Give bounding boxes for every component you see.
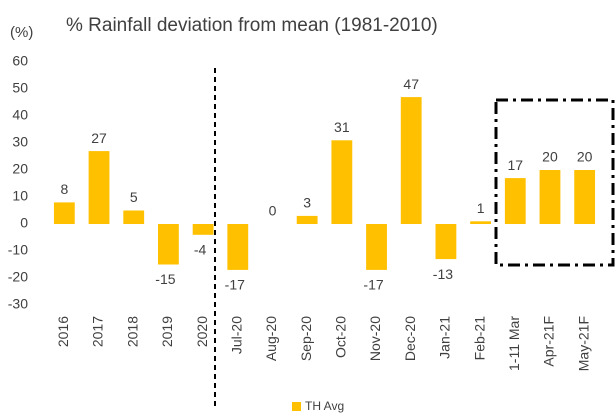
bar [192,224,214,235]
y-tick-label: -20 [8,269,28,285]
bar [227,224,249,270]
x-tick-label: 2020 [194,316,210,347]
bar [53,202,75,224]
x-tick-label: 2017 [90,316,106,347]
y-tick-label: 60 [12,53,28,69]
x-tick-label: Nov-20 [367,316,383,361]
x-tick-label: 2018 [124,316,140,347]
data-label: 20 [542,149,558,165]
y-tick-label: 10 [12,188,28,204]
x-tick-label: Oct-20 [333,316,349,358]
data-label: 47 [403,76,419,92]
bar [158,224,179,265]
x-tick-label: Sep-20 [298,316,314,361]
bar [435,224,457,260]
y-tick-label: -30 [8,296,28,312]
x-tick-label: 2019 [159,316,175,347]
data-label: 0 [269,203,277,219]
highlight-box [494,98,615,267]
bar [400,97,422,224]
y-tick-label: 30 [12,134,28,150]
data-label: -17 [363,277,383,293]
bar [539,170,561,224]
y-axis-label: (%) [10,24,33,41]
bar [123,210,145,224]
x-tick-label: Jan-21 [437,316,453,359]
y-tick-label: 0 [20,215,28,231]
data-label: 27 [91,130,107,146]
data-label: 20 [577,149,593,165]
data-label: 3 [303,195,311,211]
data-label: -13 [433,266,453,282]
data-label: 17 [507,157,523,173]
data-label: 1 [477,200,485,216]
legend-swatch [292,402,301,411]
data-label: 31 [334,119,350,135]
data-label: -17 [225,277,245,293]
y-tick-label: 40 [12,107,28,123]
legend-label: TH Avg [305,399,344,413]
chart-title: % Rainfall deviation from mean (1981-201… [66,15,438,36]
y-tick-label: -10 [8,242,28,258]
x-tick-label: 1-11 Mar [506,316,522,371]
bar [331,140,353,224]
bar [504,178,526,224]
data-label: -4 [194,242,207,258]
data-label: 8 [60,181,68,197]
bar [366,224,387,270]
bar [88,151,110,224]
y-tick-label: 50 [12,80,28,96]
y-tick-label: 20 [12,161,28,177]
x-tick-label: May-21F [575,316,591,371]
x-tick-label: Feb-21 [471,316,487,361]
bar [574,170,596,224]
x-tick-label: 2016 [55,316,71,347]
bar [470,221,491,224]
x-tick-label: Dec-20 [402,316,418,361]
data-label: -15 [155,271,175,287]
x-tick-label: Apr-21F [541,316,557,367]
bar [296,215,318,224]
x-tick-label: Jul-20 [228,316,244,354]
x-tick-label: Aug-20 [263,316,279,361]
data-label: 5 [130,189,138,205]
